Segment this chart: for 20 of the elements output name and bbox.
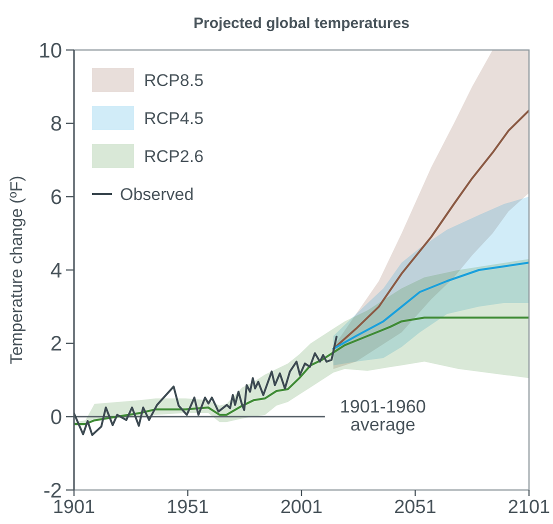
- y-tick-label: 4: [50, 259, 62, 282]
- legend-label: Observed: [120, 184, 194, 204]
- legend-label: RCP8.5: [144, 70, 204, 90]
- ref-line-label: 1901-1960 average: [340, 396, 426, 435]
- x-tick-label: 2101: [508, 497, 550, 518]
- line-series: [74, 336, 338, 436]
- x-tick-label: 1951: [166, 497, 209, 518]
- y-axis-title: Temperature change (ºF): [7, 176, 26, 364]
- y-tick-label: 10: [38, 39, 62, 62]
- y-tick-label: 0: [50, 406, 62, 430]
- x-tick-label: 1901: [52, 497, 96, 518]
- y-tick-label: 6: [50, 186, 62, 210]
- legend-label: RCP2.6: [144, 146, 204, 166]
- y-tick-label: 2: [50, 332, 62, 356]
- chart-title: Projected global temperatures: [194, 15, 410, 32]
- line-series: [332, 262, 529, 350]
- y-tick-label: 8: [50, 112, 62, 136]
- x-tick-label: 2051: [394, 497, 436, 518]
- legend-label: RCP4.5: [144, 108, 204, 128]
- x-tick-label: 2001: [280, 497, 323, 518]
